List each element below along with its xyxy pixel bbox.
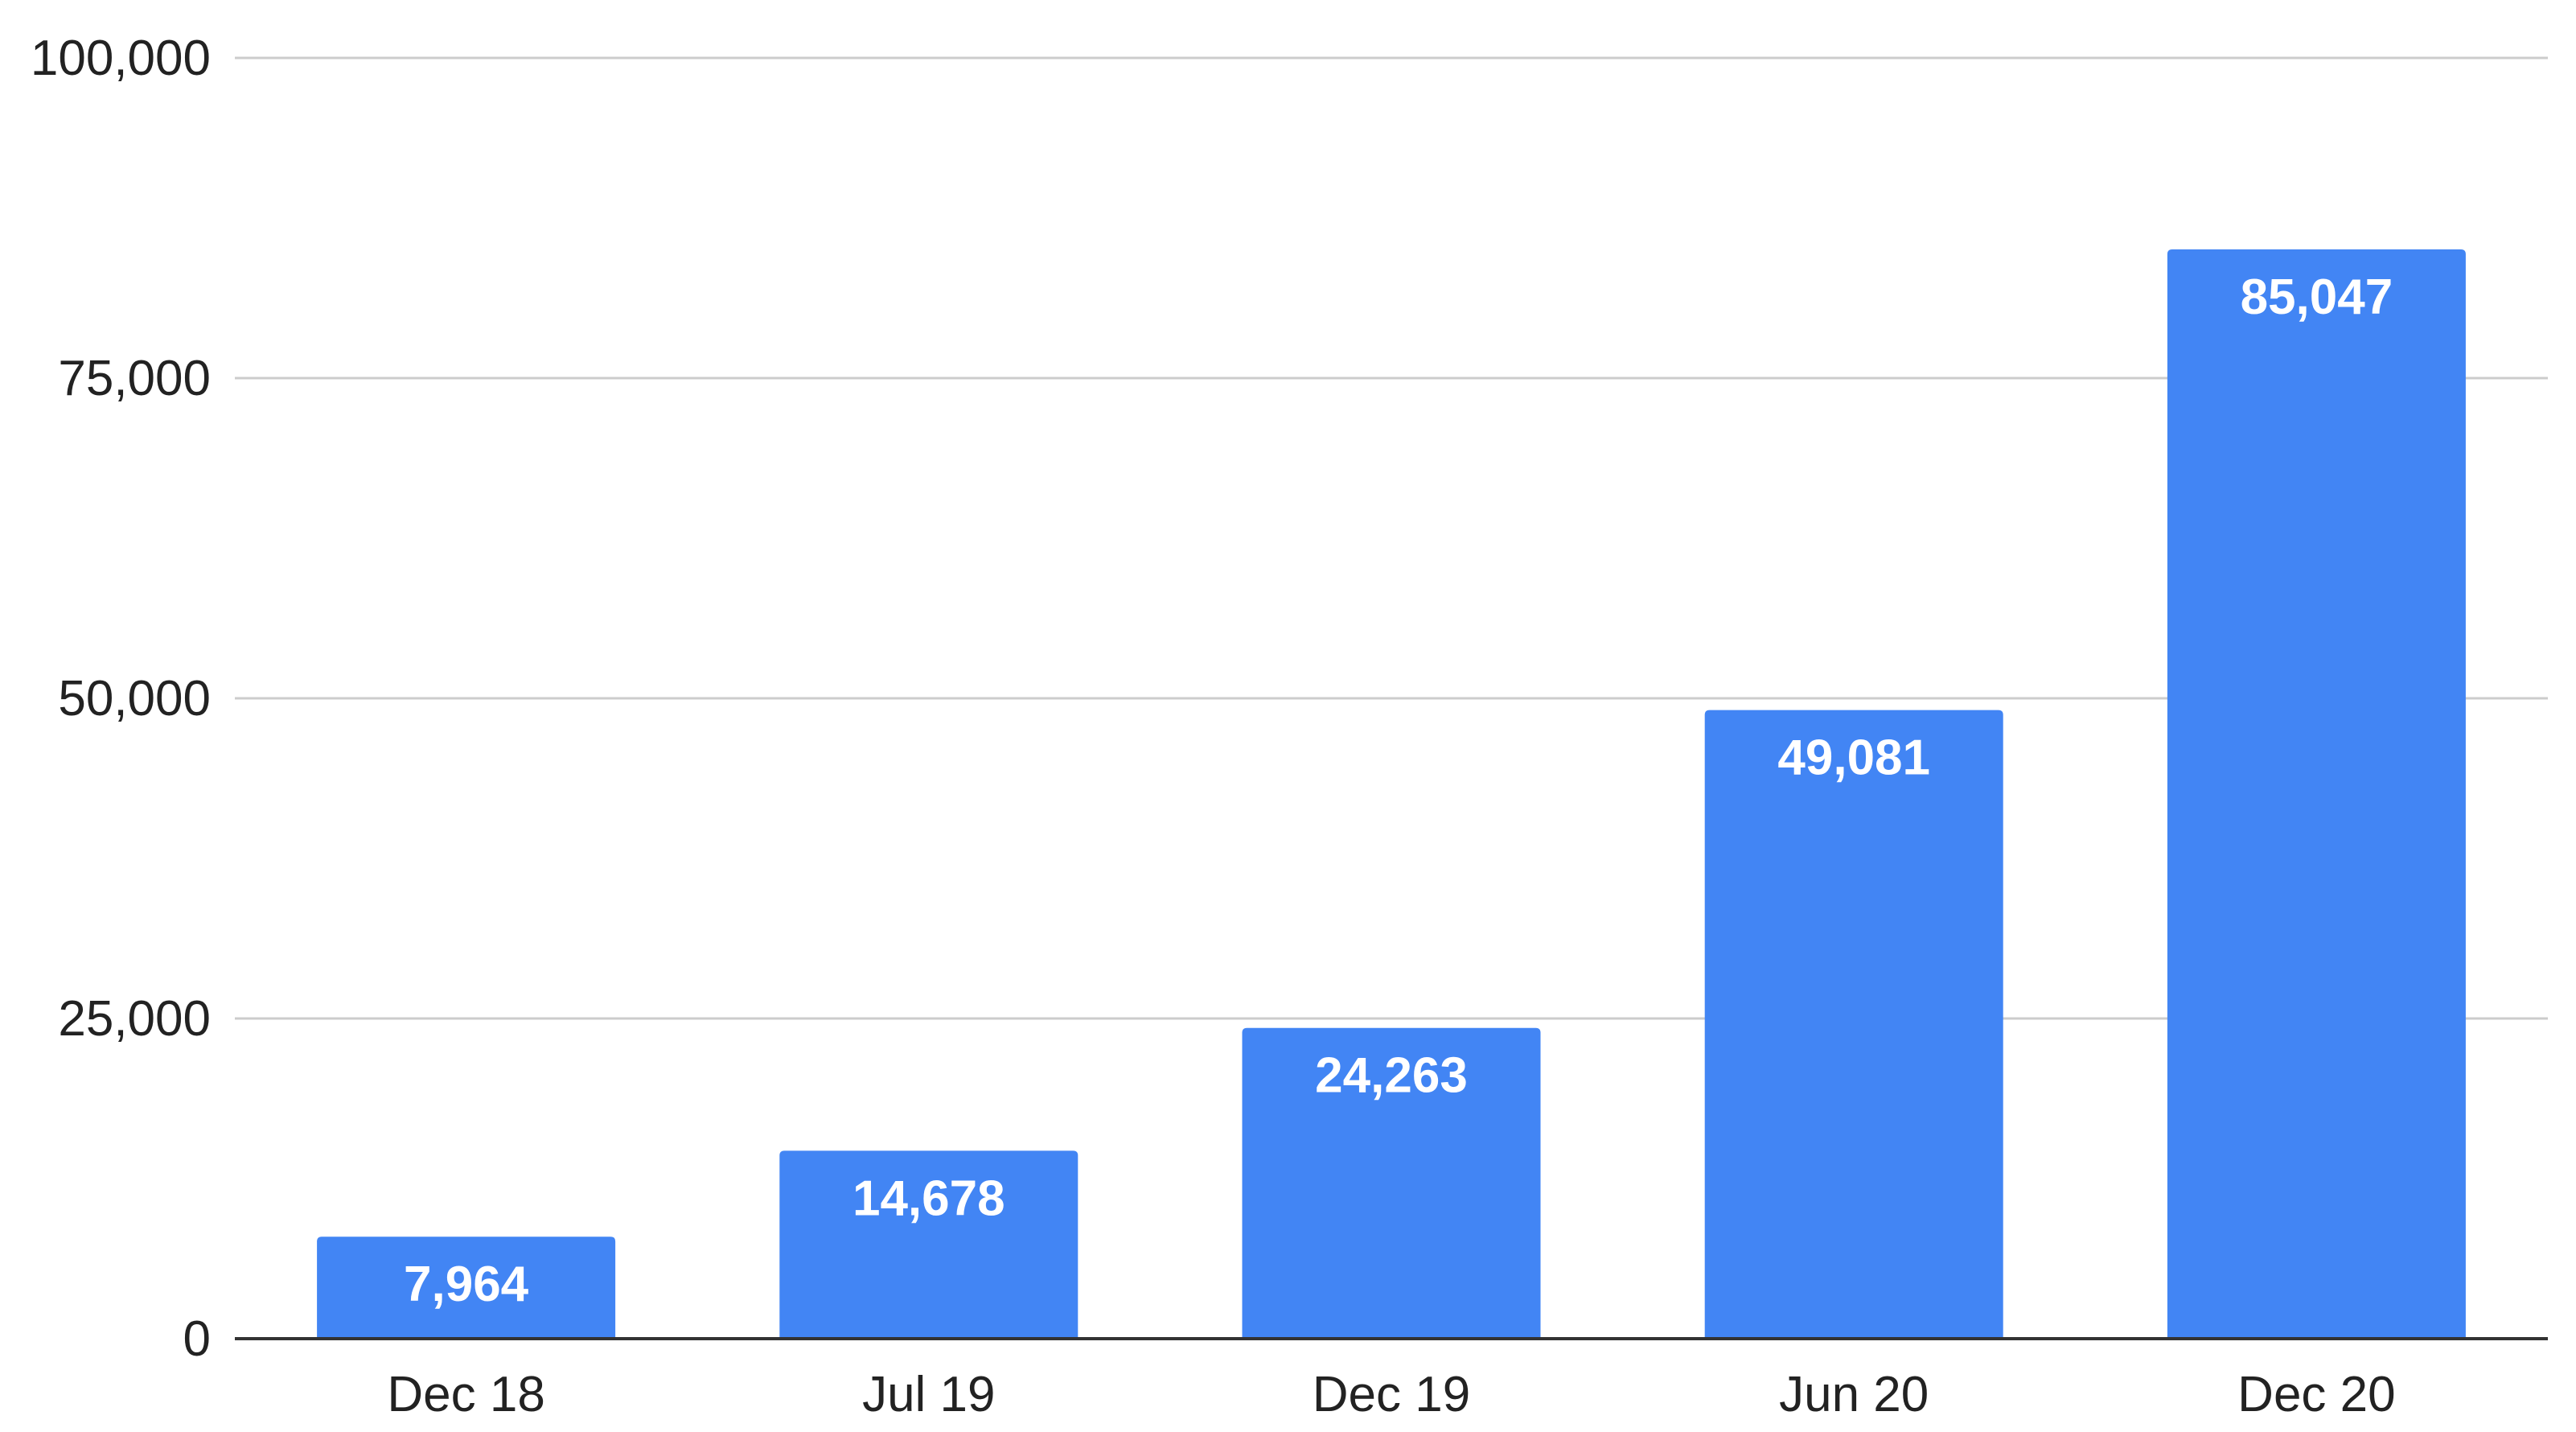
bars (317, 249, 2466, 1339)
data-label: 24,263 (1315, 1048, 1468, 1104)
y-tick-label: 75,000 (58, 351, 211, 406)
x-tick-label: Dec 19 (1313, 1367, 1470, 1422)
y-tick-label: 100,000 (31, 31, 211, 86)
bar-jun-20 (1704, 710, 2003, 1339)
x-tick-label: Dec 20 (2237, 1367, 2395, 1422)
data-label: 7,964 (404, 1257, 529, 1312)
data-label: 49,081 (1777, 730, 1930, 786)
bar-dec-20 (2167, 249, 2466, 1339)
gridlines (235, 56, 2548, 1020)
data-labels: 7,964 14,678 24,263 49,081 85,047 (404, 270, 2393, 1312)
data-label: 85,047 (2241, 270, 2393, 325)
y-tick-label: 25,000 (58, 991, 211, 1047)
x-axis-tick-labels: Dec 18 Jul 19 Dec 19 Jun 20 Dec 20 (387, 1367, 2395, 1422)
y-axis-tick-labels: 0 25,000 50,000 75,000 100,000 (31, 31, 211, 1367)
y-tick-label: 50,000 (58, 671, 211, 726)
bar-dec-18 (317, 1237, 616, 1339)
bar-jul-19 (779, 1150, 1078, 1339)
y-tick-label: 0 (183, 1311, 211, 1367)
x-tick-label: Dec 18 (387, 1367, 544, 1422)
bar-dec-19 (1242, 1027, 1541, 1339)
x-tick-label: Jul 19 (862, 1367, 995, 1422)
x-tick-label: Jun 20 (1779, 1367, 1929, 1422)
data-label: 14,678 (853, 1171, 1005, 1226)
